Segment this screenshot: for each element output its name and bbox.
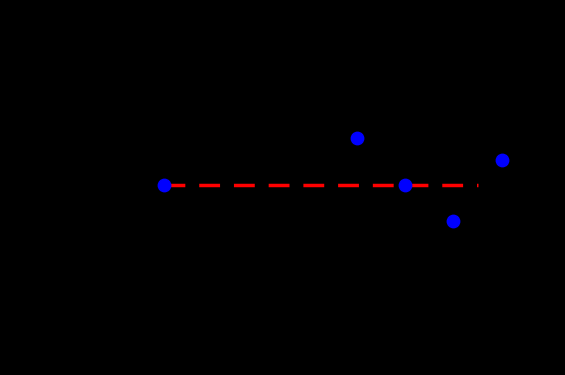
Y-axis label: Proportion diseased or starved: Proportion diseased or starved xyxy=(15,59,30,294)
Point xyxy=(497,157,506,163)
Point xyxy=(449,218,458,224)
Title: Male adult sparrowhawks: Male adult sparrowhawks xyxy=(203,15,414,33)
Point xyxy=(353,135,362,141)
Point xyxy=(159,182,168,188)
Point xyxy=(401,182,410,188)
X-axis label: Year: Year xyxy=(293,345,325,360)
